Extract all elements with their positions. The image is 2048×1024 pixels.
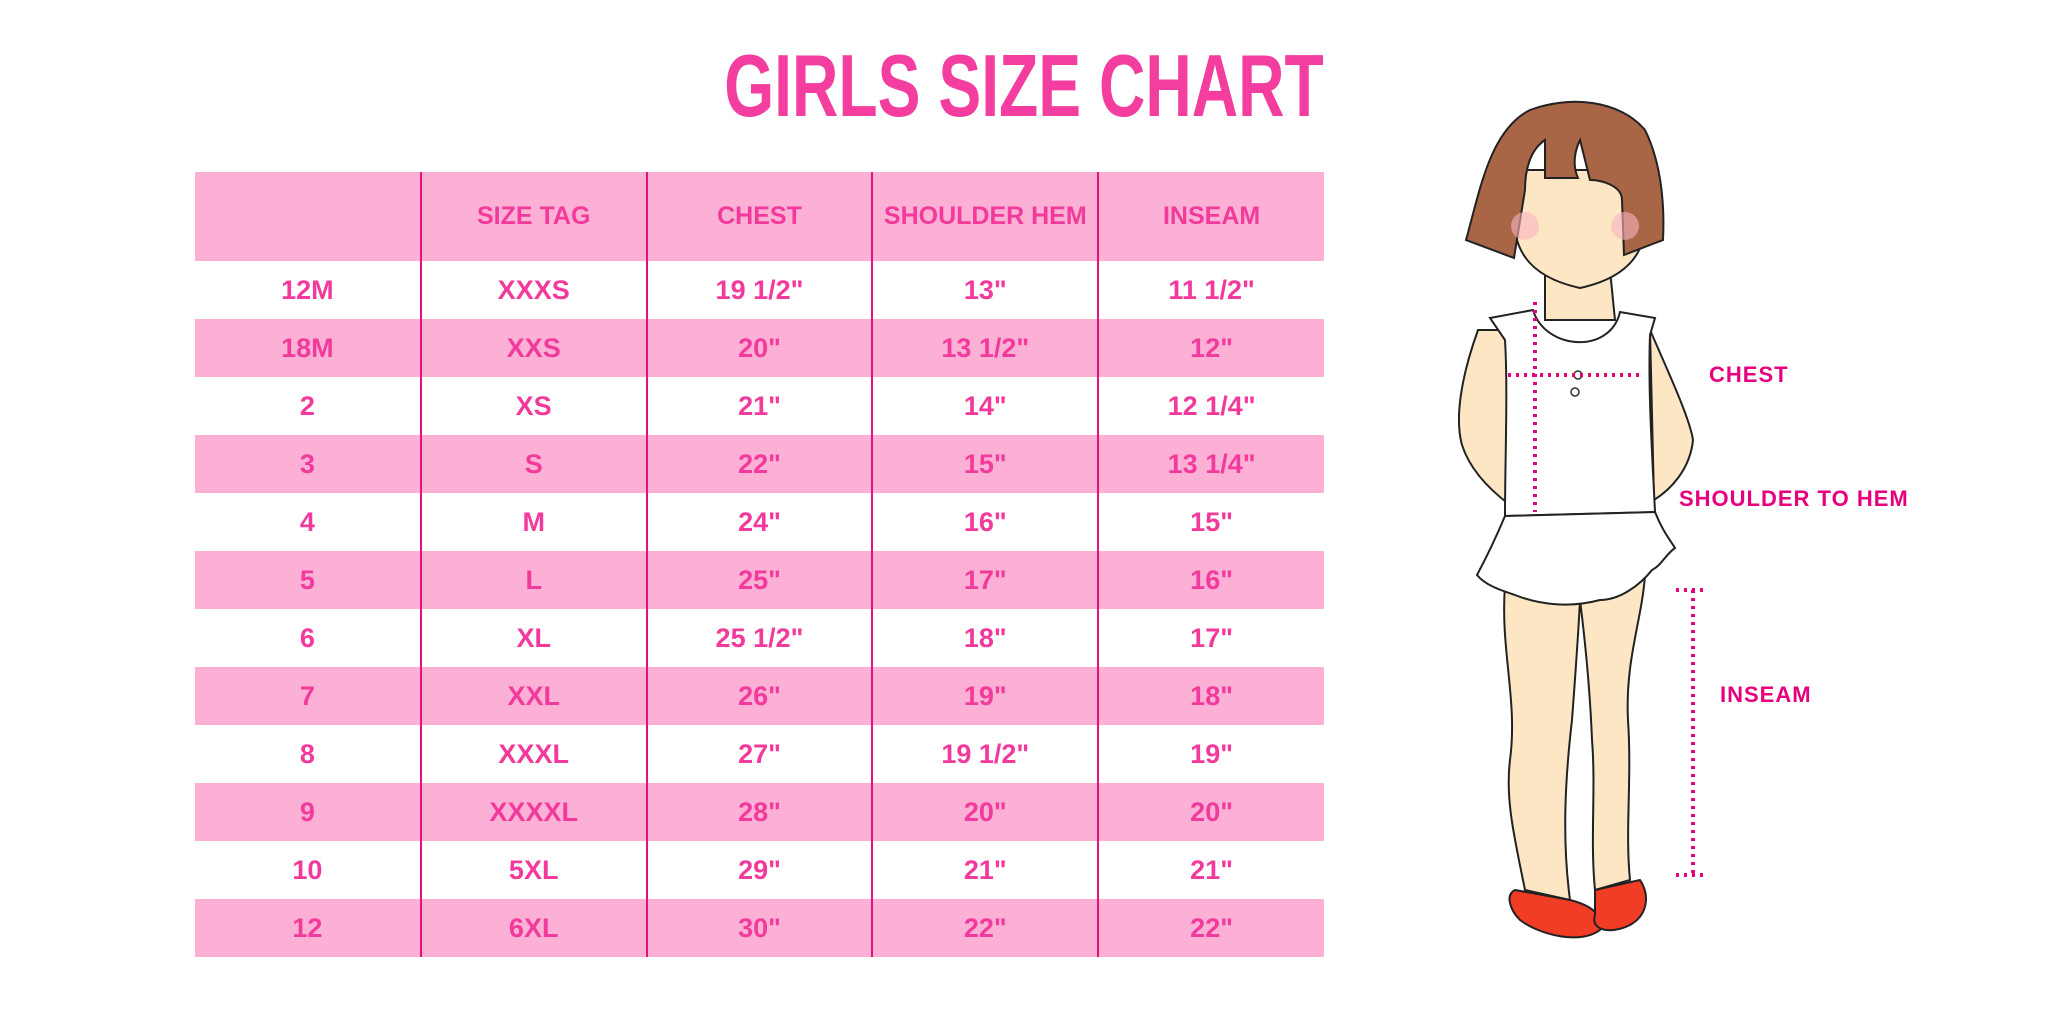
table-cell: 22": [871, 899, 1099, 957]
table-row: 18M XXS 20" 13 1/2" 12": [195, 319, 1324, 377]
table-cell: 4: [299, 506, 315, 537]
size-chart-table: SIZE TAG CHEST SHOULDER HEM INSEAM 12M XX…: [195, 172, 1324, 957]
shirt-button: [1570, 387, 1580, 397]
table-cell: 2: [299, 390, 315, 421]
table-cell: 20": [871, 783, 1099, 841]
table-cell: 19 1/2": [645, 261, 873, 319]
table-cell: S: [419, 435, 647, 493]
table-cell: 11 1/2": [1097, 261, 1324, 319]
table-cell: 20": [645, 319, 873, 377]
table-cell: 18": [1097, 667, 1324, 725]
table-row: 4 M 24" 16" 15": [195, 493, 1324, 551]
table-cell: 25": [645, 551, 873, 609]
table-cell: M: [419, 493, 647, 551]
table-cell: 15": [1097, 493, 1324, 551]
table-cell: 3: [195, 435, 421, 493]
table-row: 5 L 25" 17" 16": [195, 551, 1324, 609]
header-cell: [195, 172, 421, 261]
table-row: 12 6XL 30" 22" 22": [195, 899, 1324, 957]
table-cell: 5XL: [419, 841, 647, 899]
arm: [1457, 329, 1511, 508]
page-title: GIRLS SIZE CHART: [724, 36, 1324, 135]
table-cell: 7: [195, 667, 421, 725]
table-cell: 16": [871, 493, 1099, 551]
header-cell: SHOULDER HEM: [871, 172, 1099, 261]
table-cell: 8: [299, 738, 315, 769]
table-cell: 24": [645, 493, 873, 551]
table-cell: 21": [645, 377, 873, 435]
table-cell: 10: [292, 854, 323, 885]
table-cell: 5: [195, 551, 421, 609]
table-cell: L: [419, 551, 647, 609]
table-cell: 19": [1097, 725, 1324, 783]
table-cell: 13 1/4": [1097, 435, 1324, 493]
table-cell: 28": [645, 783, 873, 841]
table-cell: 17": [1097, 609, 1324, 667]
header-cell: INSEAM: [1097, 172, 1324, 261]
table-cell: 20": [1097, 783, 1324, 841]
table-row: 2 XS 21" 14" 12 1/4": [195, 377, 1324, 435]
table-cell: 13": [871, 261, 1099, 319]
table-cell: 13 1/2": [871, 319, 1099, 377]
chest-label: CHEST: [1709, 362, 1789, 387]
header-cell: SIZE TAG: [419, 172, 647, 261]
header-cell: CHEST: [645, 172, 873, 261]
cheek-blush: [1511, 212, 1539, 240]
table-cell: 30": [645, 899, 873, 957]
table-cell: 19 1/2": [871, 725, 1099, 783]
shirt: [1488, 308, 1657, 518]
table-row: 8 XXXL 27" 19 1/2" 19": [195, 725, 1324, 783]
table-cell: XXS: [419, 319, 647, 377]
bloomers: [1475, 510, 1677, 606]
table-row: 9 XXXXL 28" 20" 20": [195, 783, 1324, 841]
table-cell: 27": [645, 725, 873, 783]
table-cell: 12M: [281, 274, 334, 305]
shoulder-to-hem-label: SHOULDER TO HEM: [1679, 486, 1909, 511]
table-row: 12M XXXS 19 1/2" 13" 11 1/2": [195, 261, 1324, 319]
table-cell: 25 1/2": [645, 609, 873, 667]
table-cell: 14": [871, 377, 1099, 435]
table-row: 3 S 22" 15" 13 1/4": [195, 435, 1324, 493]
table-cell: 9: [195, 783, 421, 841]
table-cell: XXL: [419, 667, 647, 725]
inseam-label: INSEAM: [1720, 682, 1812, 707]
table-body: 12M XXXS 19 1/2" 13" 11 1/2" 18M XXS 20" 13 1/2"…: [195, 261, 1324, 957]
table-cell: XL: [419, 609, 647, 667]
table-cell: 19": [871, 667, 1099, 725]
table-cell: 26": [645, 667, 873, 725]
table-cell: 15": [871, 435, 1099, 493]
table-cell: 12": [1097, 319, 1324, 377]
table-cell: 12: [195, 899, 421, 957]
arm: [1649, 329, 1695, 502]
table-cell: XXXXL: [419, 783, 647, 841]
table-cell: 12 1/4": [1097, 377, 1324, 435]
table-row: 6 XL 25 1/2" 18" 17": [195, 609, 1324, 667]
table-cell: 21": [871, 841, 1099, 899]
table-cell: 16": [1097, 551, 1324, 609]
table-cell: 17": [871, 551, 1099, 609]
table-cell: 18M: [195, 319, 421, 377]
table-cell: 29": [645, 841, 873, 899]
table-cell: 6: [299, 622, 315, 653]
shoe: [1508, 888, 1602, 939]
legs: [1503, 573, 1647, 902]
table-cell: XXXS: [419, 261, 647, 319]
table-cell: 6XL: [419, 899, 647, 957]
table-row: 7 XXL 26" 19" 18": [195, 667, 1324, 725]
table-header-row: SIZE TAG CHEST SHOULDER HEM INSEAM: [195, 172, 1324, 261]
table-cell: 21": [1097, 841, 1324, 899]
table-row: 10 5XL 29" 21" 21": [195, 841, 1324, 899]
table-cell: XXXL: [419, 725, 647, 783]
shoe: [1593, 878, 1647, 932]
cheek-blush: [1611, 212, 1639, 240]
table-cell: 22": [1097, 899, 1324, 957]
table-cell: XS: [419, 377, 647, 435]
table-cell: 22": [645, 435, 873, 493]
table-cell: 18": [871, 609, 1099, 667]
